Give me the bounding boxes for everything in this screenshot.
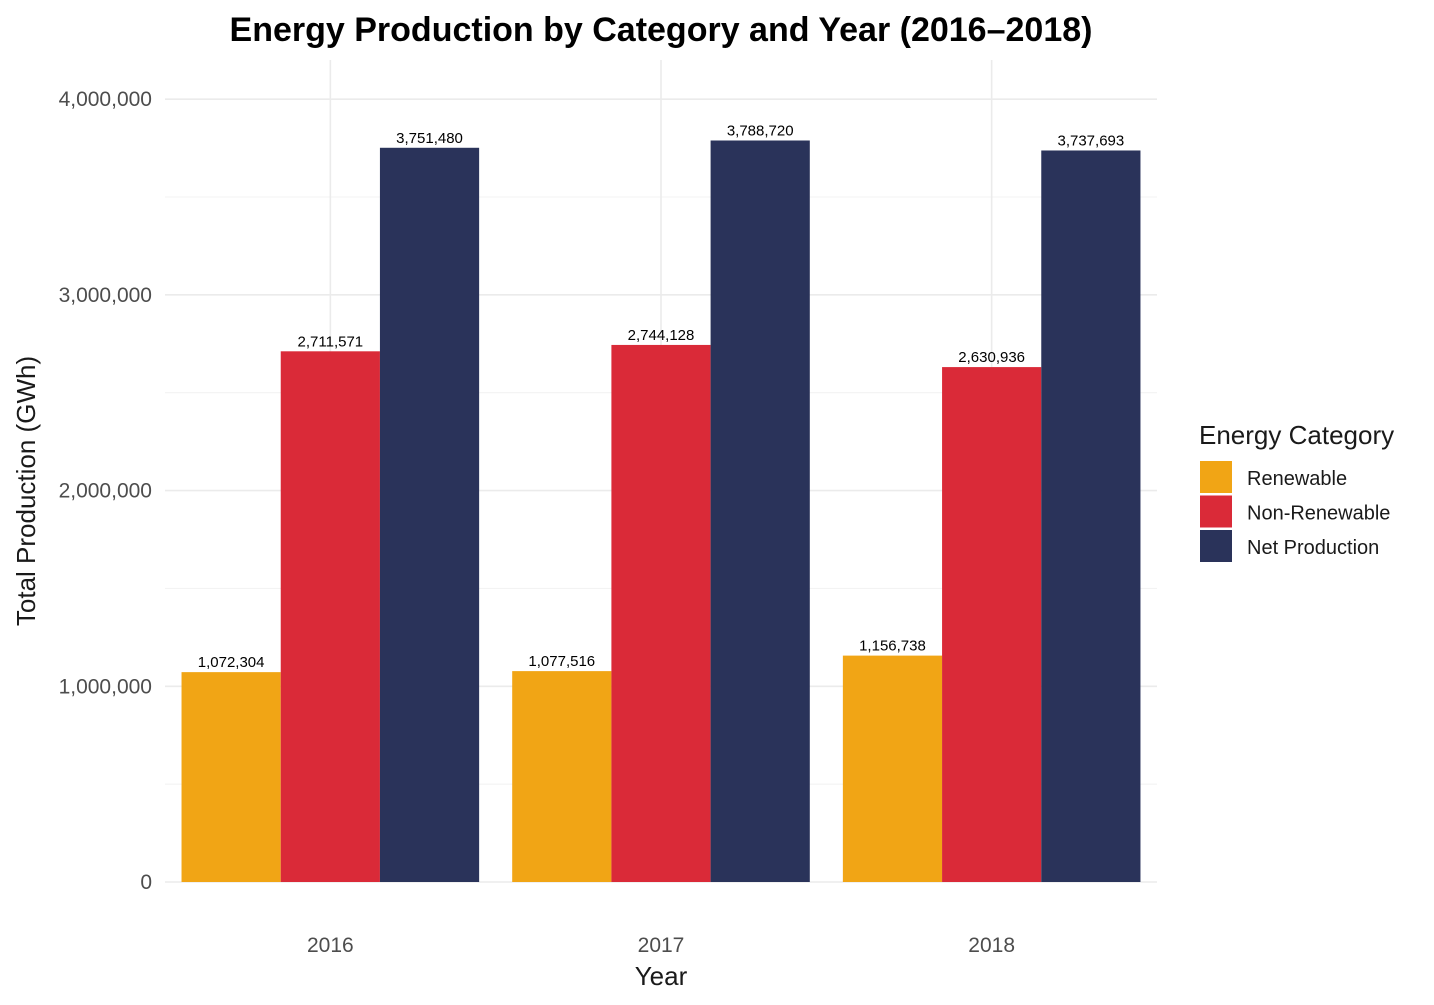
y-tick-label: 0 xyxy=(140,871,152,894)
data-label: 2,711,571 xyxy=(298,333,364,350)
bar-renewable-2016 xyxy=(181,672,281,882)
y-axis-title: Total Production (GWh) xyxy=(11,356,41,626)
data-label: 1,077,516 xyxy=(528,653,595,670)
legend-swatch xyxy=(1200,495,1232,528)
bars xyxy=(181,140,1141,883)
legend-label: Renewable xyxy=(1247,468,1347,490)
bar-non-renewable-2017 xyxy=(611,344,711,882)
x-axis-ticks: 2016 2017 2018 xyxy=(307,934,1015,957)
y-tick-label: 3,000,000 xyxy=(59,284,152,307)
data-label: 3,737,693 xyxy=(1057,132,1124,149)
data-label: 2,744,128 xyxy=(628,327,695,344)
bar-net-production-2017 xyxy=(710,140,810,882)
x-tick-label: 2018 xyxy=(968,934,1015,957)
data-label: 3,751,480 xyxy=(396,130,463,147)
legend: Energy Category Renewable Non-Renewable Ne… xyxy=(1199,420,1394,562)
legend-swatch xyxy=(1200,461,1232,493)
bar-non-renewable-2016 xyxy=(280,351,380,882)
y-axis-ticks: 0 1,000,000 2,000,000 3,000,000 4,000,000 xyxy=(59,88,152,894)
data-label: 1,156,738 xyxy=(859,638,926,655)
data-label: 1,072,304 xyxy=(198,654,265,671)
bar-net-production-2018 xyxy=(1041,150,1141,882)
y-tick-label: 4,000,000 xyxy=(59,88,152,111)
legend-title: Energy Category xyxy=(1199,420,1394,450)
legend-swatch xyxy=(1200,530,1232,562)
bar-renewable-2018 xyxy=(842,655,943,882)
legend-label: Non-Renewable xyxy=(1247,503,1390,525)
data-label: 2,630,936 xyxy=(958,349,1025,366)
data-labels: 1,072,304 2,711,571 3,751,480 1,077,516 2,74… xyxy=(198,122,1124,671)
x-tick-label: 2017 xyxy=(638,934,685,957)
bar-renewable-2017 xyxy=(512,671,612,882)
chart-title: Energy Production by Category and Year (… xyxy=(230,11,1093,49)
y-tick-label: 1,000,000 xyxy=(59,675,152,698)
x-tick-label: 2016 xyxy=(307,934,354,957)
bar-net-production-2016 xyxy=(379,147,480,883)
y-tick-label: 2,000,000 xyxy=(59,480,152,503)
x-axis-title: Year xyxy=(635,961,688,991)
data-label: 3,788,720 xyxy=(727,122,794,139)
legend-label: Net Production xyxy=(1247,537,1379,559)
bar-non-renewable-2018 xyxy=(942,367,1042,882)
